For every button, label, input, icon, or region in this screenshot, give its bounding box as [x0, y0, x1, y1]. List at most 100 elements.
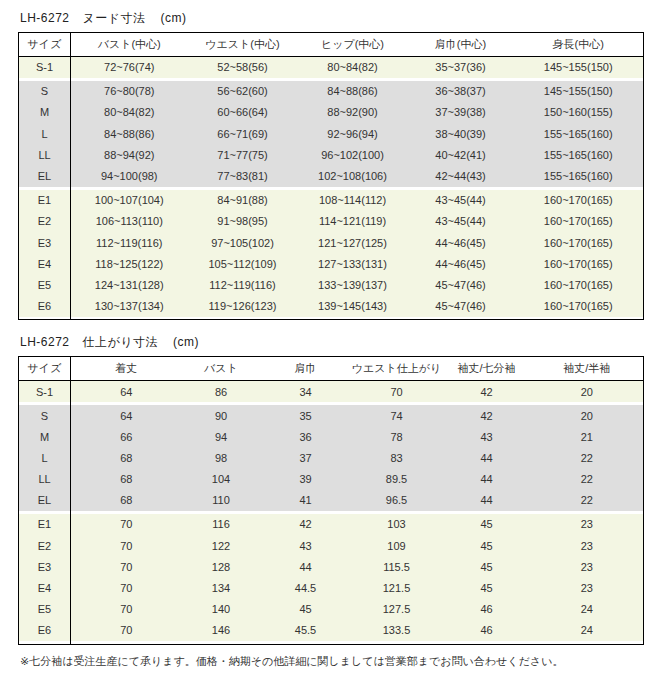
table-kind-label: ヌード寸法 [83, 11, 146, 25]
size-label: E3 [19, 232, 71, 253]
measurement-value: 133~139(137) [298, 274, 408, 295]
column-header: 袖丈/七分袖 [443, 357, 531, 381]
size-row-E2: E270122431094523 [19, 535, 644, 556]
size-label: EL [19, 490, 71, 511]
measurement-value: 70 [71, 556, 182, 577]
measurement-value: 160~170(165) [514, 211, 644, 232]
measurement-value: 155~165(160) [514, 165, 644, 186]
size-label: E4 [19, 577, 71, 598]
column-header: ウエスト(中心) [188, 33, 298, 57]
measurement-value: 155~165(160) [514, 144, 644, 165]
column-header: ウエスト仕上がり [351, 357, 443, 381]
measurement-value: 114~121(119) [298, 211, 408, 232]
measurement-value: 36~38(37) [408, 81, 514, 102]
measurement-value: 42 [443, 405, 531, 426]
measurement-value: 121.5 [351, 577, 443, 598]
measurement-value: 23 [531, 556, 644, 577]
size-row-E1: E170116421034523 [19, 514, 644, 535]
size-label: E2 [19, 535, 71, 556]
column-header: 着丈 [71, 357, 182, 381]
measurement-value: 44 [443, 447, 531, 468]
measurement-value: 77~83(81) [188, 165, 298, 186]
measurement-value: 46 [443, 599, 531, 620]
measurement-value: 38~40(39) [408, 123, 514, 144]
measurement-value: 160~170(165) [514, 296, 644, 317]
measurement-value: 43 [261, 535, 351, 556]
column-header: 身長(中心) [514, 33, 644, 57]
measurement-value: 35~37(36) [408, 57, 514, 78]
measurement-value: 134 [182, 577, 261, 598]
size-label: E5 [19, 599, 71, 620]
size-label: S-1 [19, 57, 71, 78]
size-label: E5 [19, 274, 71, 295]
header-row: サイズ着丈バスト肩巾ウエスト仕上がり袖丈/七分袖袖丈/半袖 [19, 357, 644, 381]
size-row-E3: E37012844115.54523 [19, 556, 644, 577]
measurement-value: 70 [351, 381, 443, 402]
measurement-value: 22 [531, 447, 644, 468]
measurement-value: 44~46(45) [408, 232, 514, 253]
size-row-EL: EL94~100(98)77~83(81)102~108(106)42~44(4… [19, 165, 644, 186]
measurement-value: 119~126(123) [188, 296, 298, 317]
measurement-value: 45 [443, 514, 531, 535]
measurement-value: 97~105(102) [188, 232, 298, 253]
size-row-E5: E5124~131(128)112~119(116)133~139(137)45… [19, 274, 644, 295]
measurement-value: 84~91(88) [188, 190, 298, 211]
measurement-value: 41 [261, 490, 351, 511]
measurement-value: 40~42(41) [408, 144, 514, 165]
size-label: S-1 [19, 381, 71, 402]
size-row-S: S649035744220 [19, 405, 644, 426]
measurement-value: 70 [71, 514, 182, 535]
size-label: LL [19, 469, 71, 490]
column-header: 袖丈/半袖 [531, 357, 644, 381]
nude-size-title: LH-6272ヌード寸法(cm) [20, 12, 660, 25]
measurement-value: 70 [71, 535, 182, 556]
measurement-value: 106~113(110) [71, 211, 188, 232]
size-label: S [19, 81, 71, 102]
measurement-value: 43~45(44) [408, 190, 514, 211]
measurement-value: 145~155(150) [514, 81, 644, 102]
measurement-value: 127.5 [351, 599, 443, 620]
measurement-value: 89.5 [351, 469, 443, 490]
size-label: LL [19, 144, 71, 165]
measurement-value: 104 [182, 469, 261, 490]
measurement-value: 45.5 [261, 620, 351, 641]
measurement-value: 146 [182, 620, 261, 641]
measurement-value: 37 [261, 447, 351, 468]
measurement-value: 94 [182, 426, 261, 447]
measurement-value: 91~98(95) [188, 211, 298, 232]
measurement-value: 96~102(100) [298, 144, 408, 165]
measurement-value: 94~100(98) [71, 165, 188, 186]
size-label: S [19, 405, 71, 426]
measurement-value: 98 [182, 447, 261, 468]
size-row-E1: E1100~107(104)84~91(88)108~114(112)43~45… [19, 190, 644, 211]
measurement-value: 34 [261, 381, 351, 402]
model-code: LH-6272 [20, 11, 70, 25]
finished-size-section: LH-6272仕上がり寸法(cm) サイズ着丈バスト肩巾ウエスト仕上がり袖丈/七… [18, 336, 660, 644]
measurement-value: 36 [261, 426, 351, 447]
measurement-value: 45~47(46) [408, 274, 514, 295]
measurement-value: 43 [443, 426, 531, 447]
measurement-value: 46 [443, 620, 531, 641]
measurement-value: 45 [443, 577, 531, 598]
size-row-S: S76~80(78)56~62(60)84~88(86)36~38(37)145… [19, 81, 644, 102]
measurement-value: 64 [71, 381, 182, 402]
measurement-value: 90 [182, 405, 261, 426]
measurement-value: 68 [71, 490, 182, 511]
measurement-value: 130~137(134) [71, 296, 188, 317]
measurement-value: 160~170(165) [514, 190, 644, 211]
measurement-value: 68 [71, 469, 182, 490]
measurement-value: 42~44(43) [408, 165, 514, 186]
measurement-value: 44 [443, 490, 531, 511]
measurement-value: 122 [182, 535, 261, 556]
size-row-L: L689837834422 [19, 447, 644, 468]
measurement-value: 110 [182, 490, 261, 511]
measurement-value: 88~94(92) [71, 144, 188, 165]
measurement-value: 35 [261, 405, 351, 426]
measurement-value: 80~84(82) [298, 57, 408, 78]
measurement-value: 37~39(38) [408, 102, 514, 123]
table-bottom-gap [19, 317, 644, 320]
size-row-S-1: S-172~76(74)52~58(56)80~84(82)35~37(36)1… [19, 57, 644, 78]
measurement-value: 20 [531, 381, 644, 402]
measurement-value: 42 [261, 514, 351, 535]
size-chart-page: LH-6272ヌード寸法(cm) サイズバスト(中心)ウエスト(中心)ヒップ(中… [0, 0, 660, 668]
